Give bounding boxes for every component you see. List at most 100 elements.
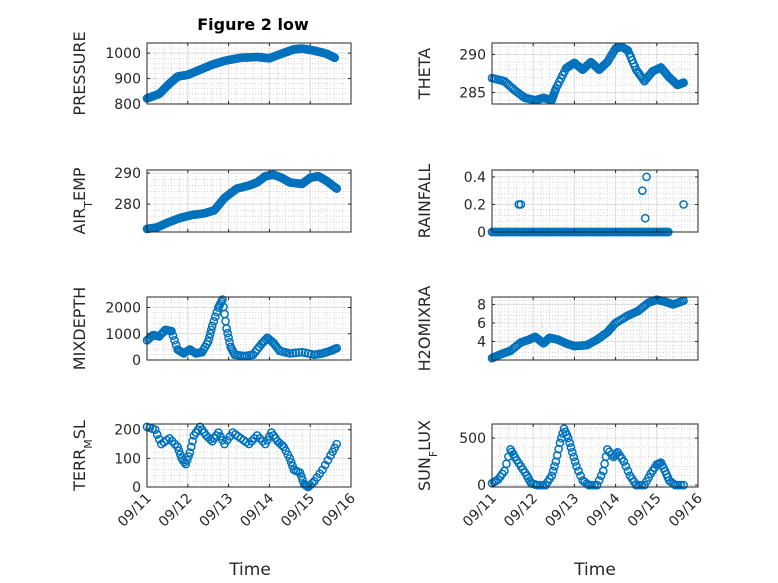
axes-box [146, 423, 352, 488]
data-point [532, 480, 542, 490]
data-point [619, 457, 629, 466]
data-series [142, 422, 342, 492]
data-point [168, 331, 178, 341]
axes-box [146, 169, 352, 233]
data-point [294, 348, 304, 357]
axes-box [146, 296, 352, 361]
axes-box [146, 42, 352, 105]
data-point [555, 438, 565, 448]
y-tick-label: 200 [114, 423, 141, 439]
x-axis-label-right: Time [573, 560, 616, 580]
data-point [170, 335, 179, 345]
y-tick-label: 4 [477, 334, 486, 350]
plot-area [492, 297, 698, 360]
data-series [142, 295, 342, 361]
data-point [563, 433, 573, 443]
data-point [186, 442, 196, 452]
y-tick-label: 6 [477, 316, 486, 332]
data-series [142, 170, 342, 234]
data-point [638, 186, 647, 196]
data-point [567, 447, 577, 457]
data-point [204, 333, 214, 343]
y-tick-label: 500 [459, 431, 486, 447]
y-axis-label: H2OMIXRA [415, 286, 434, 372]
data-point [679, 480, 688, 490]
x-axis-label-left: Time [228, 560, 271, 580]
subplot-rainfall: 0 0.2 0.4 RAINFALL [415, 164, 699, 241]
data-series [142, 44, 340, 103]
data-point [679, 200, 688, 209]
y-tick-label: 0 [477, 478, 486, 494]
subplot-theta: 285 290 THETA [415, 42, 699, 105]
data-point [222, 324, 231, 333]
y-axis-label: PRESSURE [70, 31, 89, 115]
data-point [535, 480, 545, 490]
data-point [679, 78, 688, 88]
y-axis-label: AIRTEMP [70, 167, 95, 234]
data-point [174, 446, 184, 456]
subplot-pressure: 800 900 1000 PRESSURE [70, 31, 352, 116]
data-point [205, 329, 215, 339]
data-point [550, 461, 559, 471]
y-axis-label: SUNFLUX [415, 420, 440, 491]
data-point [330, 53, 340, 63]
data-series [487, 424, 688, 490]
data-point [516, 200, 526, 209]
data-point [173, 442, 182, 452]
y-tick-label: 100 [114, 451, 141, 467]
data-point [587, 480, 596, 490]
axes-box [491, 42, 699, 105]
data-point [182, 455, 192, 465]
y-tick-label: 0 [132, 480, 141, 496]
data-point [223, 328, 232, 338]
data-point [203, 337, 213, 346]
y-tick-label: 800 [114, 97, 141, 113]
data-series [487, 42, 688, 105]
data-point [285, 454, 295, 463]
y-tick-label: 2000 [105, 301, 141, 317]
subplot-air-temp: 280 290 AIRTEMP [70, 166, 352, 235]
data-point [621, 461, 631, 471]
data-point [205, 434, 215, 444]
data-point [642, 172, 651, 182]
data-point [570, 457, 580, 466]
data-point [152, 430, 162, 439]
figure-title: Figure 2 low [197, 15, 309, 34]
data-point [631, 480, 641, 490]
data-point [584, 480, 594, 490]
data-point [224, 333, 233, 343]
y-axis-label: RAINFALL [415, 164, 434, 239]
data-point [277, 440, 286, 450]
data-point [572, 461, 581, 471]
data-point [181, 459, 191, 469]
axes-box [491, 423, 699, 488]
data-point [288, 348, 298, 358]
y-tick-label: 1000 [105, 327, 141, 343]
data-point [565, 438, 574, 448]
data-point [185, 448, 195, 457]
y-axis-label: MIXDEPTH [70, 287, 89, 370]
y-tick-label: 8 [477, 297, 486, 313]
data-point [670, 480, 680, 490]
data-point [291, 348, 301, 358]
y-tick-label: 285 [459, 86, 486, 102]
data-point [574, 466, 583, 476]
data-point [547, 471, 557, 481]
data-point [332, 343, 342, 353]
y-axis-label: THETA [415, 48, 434, 100]
data-point [297, 472, 306, 481]
data-point [603, 445, 612, 454]
data-point [207, 321, 217, 331]
data-point [167, 326, 176, 336]
data-point [640, 213, 650, 223]
subplot-h2omixra: 4 6 8 H2OMIXRA [415, 286, 699, 372]
y-axis-label: TERRMSL [70, 420, 95, 492]
data-point [331, 183, 340, 192]
data-point [184, 452, 193, 461]
data-point [285, 349, 295, 358]
data-point [634, 480, 644, 490]
data-point [548, 466, 558, 476]
data-point [206, 325, 216, 335]
axes-box [491, 169, 699, 233]
